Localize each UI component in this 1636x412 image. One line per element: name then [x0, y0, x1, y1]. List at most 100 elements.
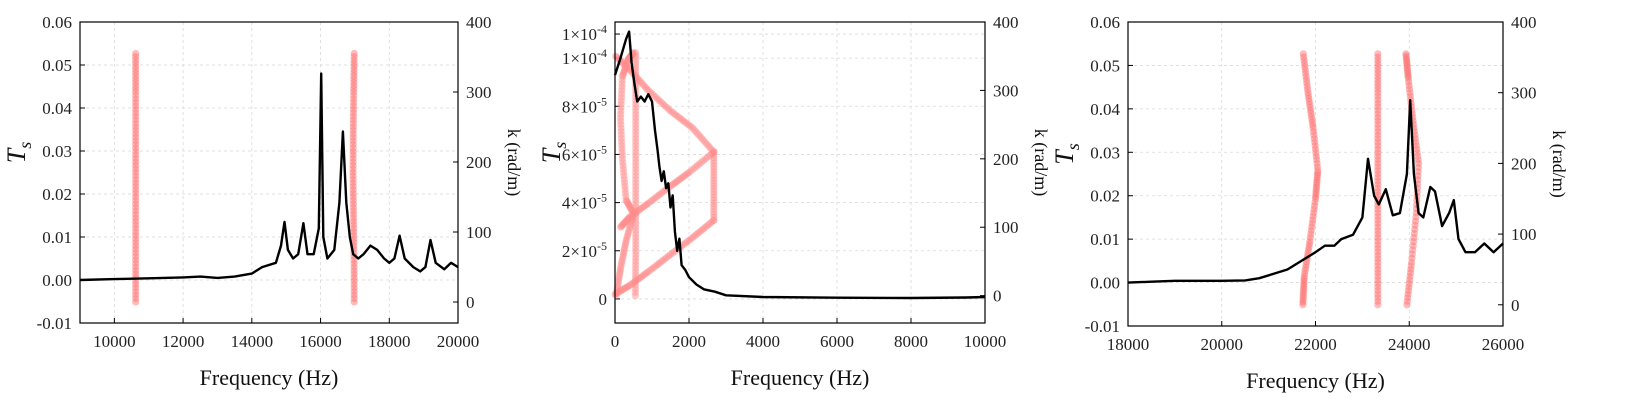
- y2-tick-label: 200: [466, 153, 492, 172]
- dispersion-point: [349, 196, 357, 205]
- dispersion-point: [710, 188, 718, 196]
- dispersion-point: [632, 49, 640, 57]
- dispersion-point: [132, 231, 140, 240]
- dispersion-point: [622, 237, 630, 245]
- dispersion-point: [710, 182, 718, 190]
- dispersion-point: [632, 127, 640, 136]
- dispersion-point: [1374, 56, 1382, 64]
- dispersion-point: [615, 271, 624, 279]
- dispersion-point: [132, 53, 140, 61]
- dispersion-point: [626, 281, 634, 289]
- x-tick-label: 6000: [820, 332, 854, 351]
- dispersion-point: [668, 108, 676, 116]
- dispersion-point: [691, 163, 699, 171]
- dispersion-point: [1374, 216, 1382, 224]
- dispersion-point: [350, 284, 358, 292]
- dispersion-point: [132, 186, 140, 194]
- dispersion-point: [632, 172, 640, 180]
- dispersion-point: [710, 185, 718, 193]
- dispersion-point: [671, 179, 679, 187]
- dispersion-point: [1374, 145, 1382, 153]
- dispersion-point: [617, 260, 626, 268]
- dispersion-point: [706, 151, 714, 159]
- dispersion-point: [621, 189, 630, 197]
- dispersion-branch-1: [612, 49, 638, 300]
- dispersion-point: [132, 294, 140, 303]
- dispersion-point: [661, 102, 669, 110]
- dispersion-point: [350, 59, 358, 67]
- dispersion-point: [710, 168, 718, 176]
- dispersion-point: [1312, 149, 1320, 157]
- dispersion-point: [1374, 85, 1382, 94]
- dispersion-point: [632, 155, 640, 163]
- dispersion-point: [616, 223, 625, 231]
- dispersion-point: [132, 270, 140, 278]
- dispersion-point: [349, 193, 357, 201]
- dispersion-point: [643, 85, 651, 93]
- dispersion-point: [629, 212, 637, 220]
- dispersion-point: [650, 263, 658, 272]
- y2-tick-label: 400: [466, 13, 492, 32]
- x-tick-label: 12000: [162, 332, 205, 351]
- dispersion-point: [622, 62, 630, 71]
- dispersion-point: [640, 203, 648, 211]
- x-tick-label: 14000: [231, 332, 274, 351]
- dispersion-point: [692, 128, 700, 136]
- dispersion-point: [632, 61, 640, 69]
- dispersion-point: [632, 165, 640, 173]
- dispersion-point: [657, 258, 665, 266]
- dispersion-point: [349, 175, 357, 184]
- dispersion-point: [644, 86, 652, 95]
- dispersion-point: [696, 132, 704, 140]
- dispersion-point: [1300, 53, 1308, 61]
- x-tick-label: 10000: [93, 332, 136, 351]
- dispersion-point: [349, 137, 357, 145]
- dispersion-point: [632, 117, 640, 125]
- dispersion-point: [1414, 172, 1422, 180]
- dispersion-point: [349, 158, 357, 166]
- dispersion-point: [617, 286, 625, 295]
- dispersion-point: [350, 298, 358, 306]
- dispersion-point: [1374, 219, 1382, 228]
- dispersion-point: [1310, 135, 1318, 143]
- y-tick-label: 0.05: [1090, 56, 1120, 75]
- dispersion-point: [687, 235, 695, 243]
- dispersion-point: [710, 154, 718, 162]
- dispersion-point: [349, 186, 357, 194]
- dispersion-point: [1311, 142, 1319, 150]
- dispersion-point: [668, 249, 676, 257]
- dispersion-point: [350, 75, 358, 83]
- dispersion-point: [1411, 221, 1419, 229]
- dispersion-point: [1412, 142, 1420, 150]
- y-tick-label: 0.02: [1090, 187, 1120, 206]
- dispersion-point: [648, 196, 656, 205]
- dispersion-point: [132, 91, 140, 100]
- dispersion-point: [1305, 94, 1313, 103]
- dispersion-point: [1299, 287, 1308, 295]
- dispersion-point: [632, 257, 640, 266]
- dispersion-point: [1374, 294, 1382, 302]
- dispersion-point: [710, 162, 718, 170]
- dispersion-point: [132, 88, 140, 96]
- dispersion-point: [1374, 82, 1382, 90]
- x-tick-label: 8000: [894, 332, 928, 351]
- dispersion-point: [619, 162, 627, 170]
- dispersion-point: [619, 221, 627, 229]
- dispersion-point: [624, 215, 632, 223]
- dispersion-point: [621, 284, 629, 292]
- dispersion-point: [655, 191, 664, 199]
- dispersion-point: [132, 133, 140, 142]
- dispersion-point: [638, 79, 646, 88]
- dispersion-point: [350, 228, 358, 236]
- dispersion-point: [620, 67, 628, 75]
- dispersion-point: [349, 144, 357, 152]
- dispersion-point: [631, 264, 640, 272]
- dispersion-point: [629, 208, 637, 217]
- dispersion-point: [710, 211, 718, 219]
- dispersion-point: [350, 266, 358, 275]
- dispersion-point: [628, 207, 636, 215]
- dispersion-point: [624, 199, 632, 207]
- dispersion-point: [629, 279, 637, 287]
- y2-tick-label: 400: [1511, 13, 1537, 32]
- dispersion-point: [690, 232, 699, 240]
